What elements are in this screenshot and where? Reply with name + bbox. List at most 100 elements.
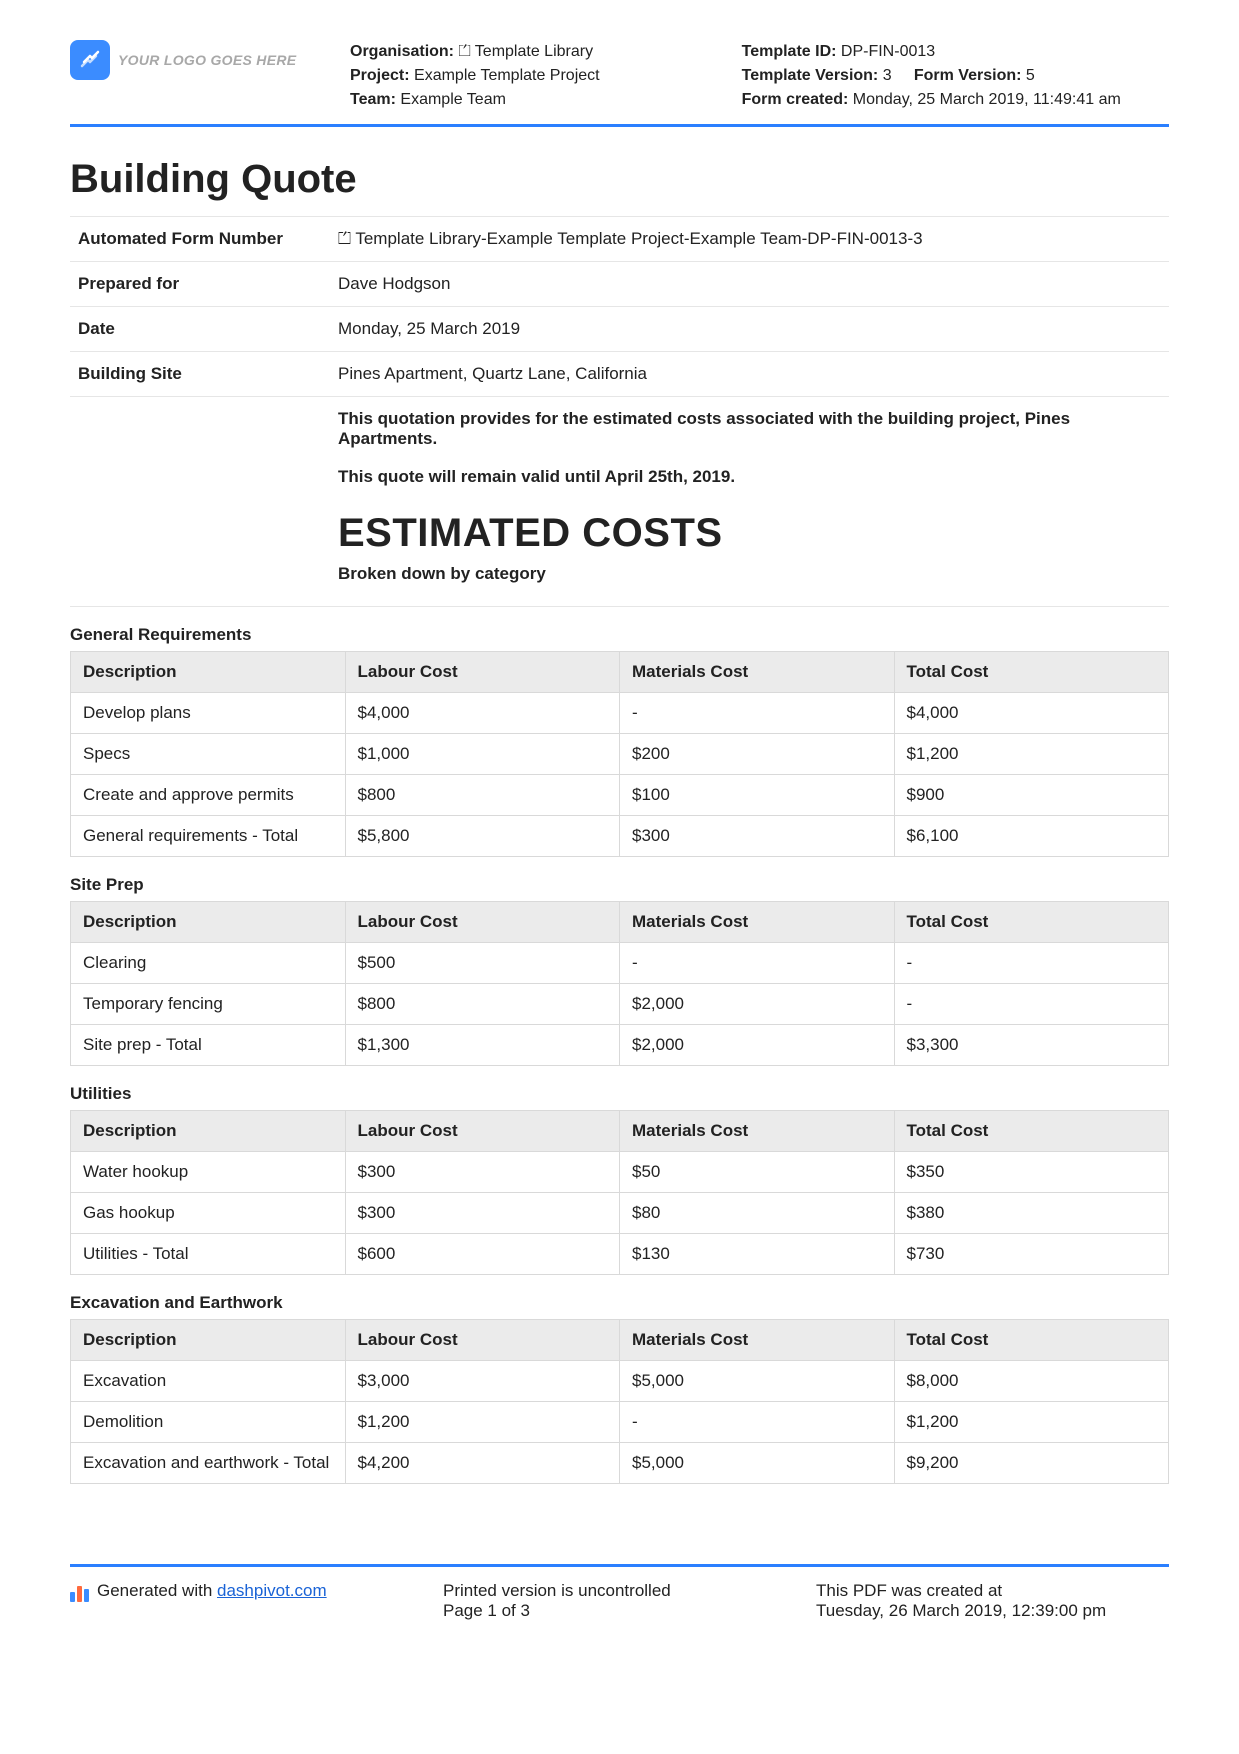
footer-printed: Printed version is uncontrolled Page 1 o…	[443, 1581, 796, 1621]
table-cell: $300	[345, 1193, 620, 1234]
form-created-label: Form created:	[742, 91, 849, 108]
table-row: Excavation$3,000$5,000$8,000	[71, 1361, 1169, 1402]
team-label: Team:	[350, 91, 396, 108]
form-number-label: Automated Form Number	[70, 217, 330, 262]
table-cell: $4,200	[345, 1443, 620, 1484]
cost-table: DescriptionLabour CostMaterials CostTota…	[70, 651, 1169, 857]
header-meta-right: Template ID: DP-FIN-0013 Template Versio…	[742, 40, 1169, 112]
table-cell: $200	[620, 734, 895, 775]
site-value: Pines Apartment, Quartz Lane, California	[330, 352, 1169, 397]
form-version-value: 5	[1026, 67, 1035, 84]
table-cell: $1,200	[345, 1402, 620, 1443]
footer-generated-label: Generated with	[97, 1581, 217, 1600]
table-cell: Clearing	[71, 943, 346, 984]
table-row: Temporary fencing$800$2,000-	[71, 984, 1169, 1025]
table-cell: $1,200	[894, 734, 1169, 775]
table-cell: Utilities - Total	[71, 1234, 346, 1275]
table-row: Excavation and earthwork - Total$4,200$5…	[71, 1443, 1169, 1484]
logo-text: YOUR LOGO GOES HERE	[118, 52, 296, 68]
template-version-value: 3	[883, 67, 892, 84]
footer-printed-line1: Printed version is uncontrolled	[443, 1581, 796, 1601]
table-cell: $5,000	[620, 1361, 895, 1402]
site-label: Building Site	[70, 352, 330, 397]
table-cell: $1,200	[894, 1402, 1169, 1443]
table-row: Utilities - Total$600$130$730	[71, 1234, 1169, 1275]
table-cell: $5,800	[345, 816, 620, 857]
table-cell: Specs	[71, 734, 346, 775]
template-id-label: Template ID:	[742, 43, 837, 60]
table-cell: $80	[620, 1193, 895, 1234]
column-header: Materials Cost	[620, 1111, 895, 1152]
table-cell: $3,000	[345, 1361, 620, 1402]
quote-note-2: This quote will remain valid until April…	[338, 467, 1161, 487]
document-header: YOUR LOGO GOES HERE Organisation: ⏍ Temp…	[70, 40, 1169, 127]
footer-created: This PDF was created at Tuesday, 26 Marc…	[816, 1581, 1169, 1621]
cost-table: DescriptionLabour CostMaterials CostTota…	[70, 901, 1169, 1066]
table-cell: Demolition	[71, 1402, 346, 1443]
cost-table: DescriptionLabour CostMaterials CostTota…	[70, 1110, 1169, 1275]
table-cell: $350	[894, 1152, 1169, 1193]
column-header: Total Cost	[894, 902, 1169, 943]
header-meta-left: Organisation: ⏍ Template Library Project…	[350, 40, 722, 112]
project-value: Example Template Project	[414, 67, 600, 84]
table-cell: $730	[894, 1234, 1169, 1275]
column-header: Labour Cost	[345, 652, 620, 693]
table-cell: $4,000	[894, 693, 1169, 734]
column-header: Description	[71, 652, 346, 693]
footer-created-line2: Tuesday, 26 March 2019, 12:39:00 pm	[816, 1601, 1169, 1621]
section-title: Utilities	[70, 1084, 1169, 1104]
table-cell: $9,200	[894, 1443, 1169, 1484]
table-cell: $380	[894, 1193, 1169, 1234]
logo-icon	[70, 40, 110, 80]
table-cell: -	[894, 943, 1169, 984]
column-header: Description	[71, 1320, 346, 1361]
table-cell: -	[620, 943, 895, 984]
table-cell: -	[620, 693, 895, 734]
dashpivot-icon	[70, 1584, 89, 1602]
table-cell: $2,000	[620, 1025, 895, 1066]
table-cell: Create and approve permits	[71, 775, 346, 816]
table-row: Specs$1,000$200$1,200	[71, 734, 1169, 775]
column-header: Labour Cost	[345, 1320, 620, 1361]
table-cell: Water hookup	[71, 1152, 346, 1193]
table-cell: $1,300	[345, 1025, 620, 1066]
table-cell: $5,000	[620, 1443, 895, 1484]
table-cell: $500	[345, 943, 620, 984]
table-cell: $800	[345, 984, 620, 1025]
prepared-for-label: Prepared for	[70, 262, 330, 307]
table-row: Water hookup$300$50$350	[71, 1152, 1169, 1193]
footer-created-line1: This PDF was created at	[816, 1581, 1169, 1601]
form-number-value: ⏍ Template Library-Example Template Proj…	[330, 217, 1169, 262]
table-cell: Excavation	[71, 1361, 346, 1402]
table-cell: $50	[620, 1152, 895, 1193]
table-cell: $600	[345, 1234, 620, 1275]
table-cell: $300	[345, 1152, 620, 1193]
page-title: Building Quote	[70, 157, 1169, 202]
form-version-label: Form Version:	[914, 67, 1022, 84]
date-value: Monday, 25 March 2019	[330, 307, 1169, 352]
table-cell: Temporary fencing	[71, 984, 346, 1025]
date-label: Date	[70, 307, 330, 352]
quote-notes: This quotation provides for the estimate…	[330, 397, 1169, 607]
template-version-label: Template Version:	[742, 67, 879, 84]
table-cell: $6,100	[894, 816, 1169, 857]
column-header: Description	[71, 902, 346, 943]
column-header: Total Cost	[894, 652, 1169, 693]
column-header: Total Cost	[894, 1320, 1169, 1361]
team-value: Example Team	[400, 91, 506, 108]
table-row: Site prep - Total$1,300$2,000$3,300	[71, 1025, 1169, 1066]
table-cell: $100	[620, 775, 895, 816]
table-cell: $3,300	[894, 1025, 1169, 1066]
table-row: Develop plans$4,000-$4,000	[71, 693, 1169, 734]
table-cell: $8,000	[894, 1361, 1169, 1402]
column-header: Description	[71, 1111, 346, 1152]
table-cell: $4,000	[345, 693, 620, 734]
column-header: Total Cost	[894, 1111, 1169, 1152]
organisation-value: ⏍ Template Library	[458, 43, 593, 60]
footer-printed-line2: Page 1 of 3	[443, 1601, 796, 1621]
table-row: Demolition$1,200-$1,200	[71, 1402, 1169, 1443]
footer-generated-link[interactable]: dashpivot.com	[217, 1581, 327, 1600]
footer-generated: Generated with dashpivot.com	[70, 1581, 423, 1621]
table-cell: General requirements - Total	[71, 816, 346, 857]
table-row: General requirements - Total$5,800$300$6…	[71, 816, 1169, 857]
